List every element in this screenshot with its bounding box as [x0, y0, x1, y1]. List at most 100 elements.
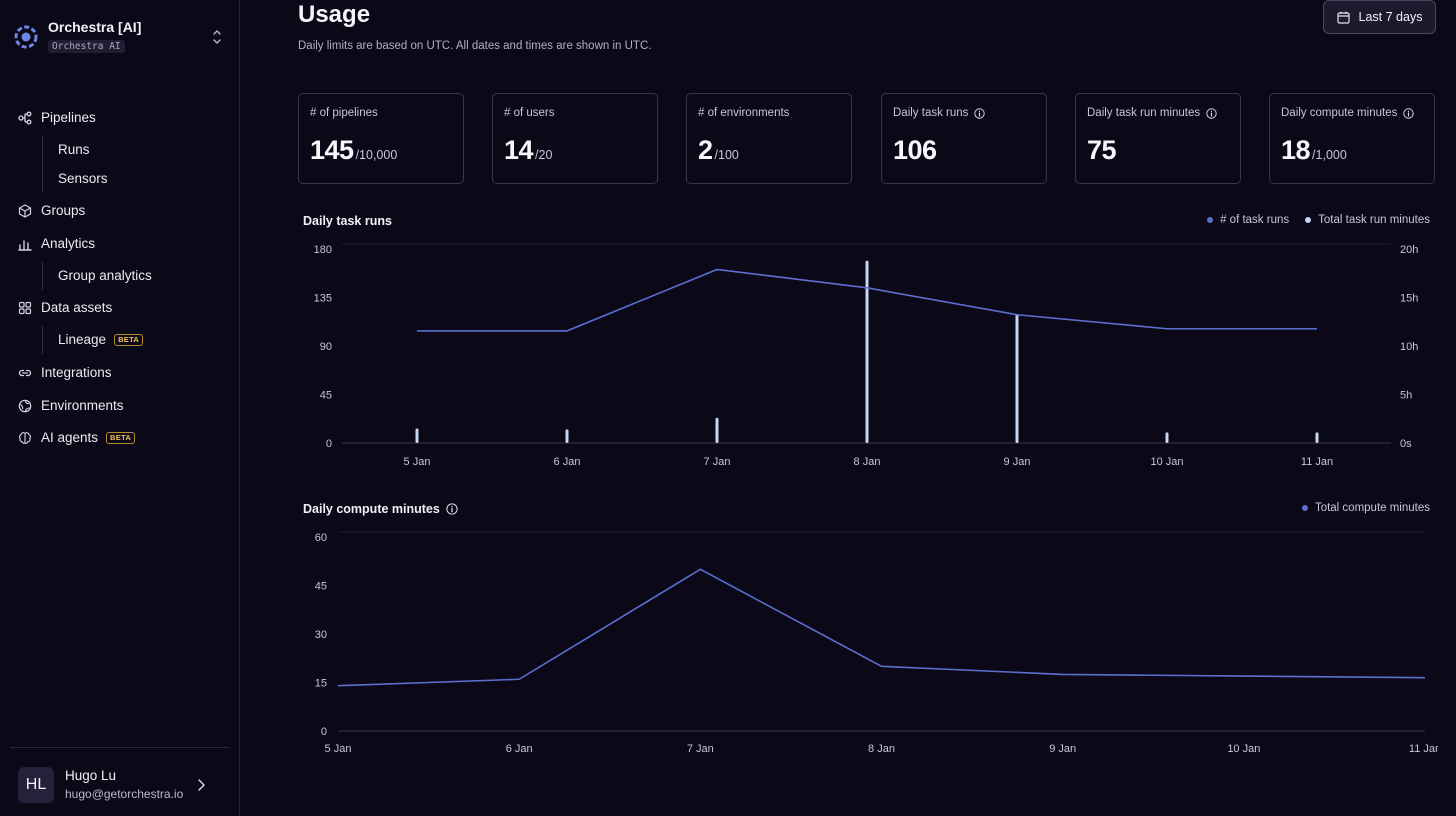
divider: [10, 747, 229, 748]
avatar: HL: [18, 767, 54, 803]
x-tick-label: 5 Jan: [404, 456, 431, 468]
stat-value: 14: [504, 135, 534, 165]
sidebar-item-lineage[interactable]: Lineage BETA: [58, 332, 144, 347]
sidebar-item-label: Lineage: [58, 332, 107, 347]
stat-label: # of users: [504, 107, 555, 119]
grid-icon: [18, 301, 32, 314]
beta-badge: BETA: [114, 333, 144, 346]
sidebar-item-analytics[interactable]: Analytics: [18, 236, 95, 251]
sidebar-item-label: Pipelines: [41, 110, 96, 125]
x-tick-label: 10 Jan: [1150, 456, 1183, 468]
info-icon[interactable]: [446, 503, 458, 515]
chart-legend-compute: Total compute minutes: [1286, 502, 1430, 514]
sidebar-item-sensors[interactable]: Sensors: [58, 171, 108, 186]
link-icon: [18, 369, 32, 376]
page-subtitle: Daily limits are based on UTC. All dates…: [298, 40, 652, 52]
date-range-button[interactable]: Last 7 days: [1323, 0, 1436, 34]
sidebar-item-label: Analytics: [41, 236, 96, 251]
y-tick-label-right: 15h: [1400, 293, 1418, 305]
task-runs-chart: 180 135 90 45 0 20h 15h 10h 5h 0s 5 Jan 6 Jan 7 Jan 8…: [314, 243, 1418, 468]
y-tick-label: 30: [315, 629, 327, 641]
legend-dot: [1207, 217, 1214, 223]
sidebar-item-pipelines[interactable]: Pipelines: [18, 110, 96, 125]
nav-subtree-line: [42, 262, 43, 290]
bar-task-run-minutes: [865, 260, 869, 443]
pipelines-icon: [18, 111, 32, 124]
stat-label: Daily task runs: [893, 107, 969, 119]
chevron-up-down-icon[interactable]: [210, 27, 224, 47]
sidebar-item-label: Groups: [41, 203, 86, 218]
y-tick-label: 60: [315, 532, 327, 544]
legend-label: # of task runs: [1220, 214, 1290, 226]
bar-task-run-minutes: [565, 429, 569, 443]
sidebar-item-integrations[interactable]: Integrations: [18, 365, 112, 380]
x-tick-label: 5 Jan: [325, 743, 352, 755]
sidebar-item-data-assets[interactable]: Data assets: [18, 300, 112, 315]
sidebar-item-group-analytics[interactable]: Group analytics: [58, 268, 152, 283]
sidebar-item-ai-agents[interactable]: AI agents BETA: [18, 430, 136, 445]
stat-label: # of environments: [698, 107, 790, 119]
legend-item[interactable]: Total task run minutes: [1305, 214, 1430, 226]
y-tick-label-right: 10h: [1400, 341, 1418, 353]
x-tick-label: 9 Jan: [1049, 743, 1076, 755]
stat-value: 75: [1087, 135, 1117, 165]
sidebar-item-groups[interactable]: Groups: [18, 203, 85, 218]
y-tick-label: 0: [321, 726, 327, 738]
stat-card-daily-task-run-minutes: Daily task run minutes 75: [1075, 93, 1241, 184]
sidebar-item-runs[interactable]: Runs: [58, 142, 90, 157]
stat-label: Daily compute minutes: [1281, 107, 1398, 119]
legend-dot: [1305, 217, 1312, 223]
legend-item[interactable]: Total compute minutes: [1301, 502, 1430, 514]
org-tag: Orchestra AI: [48, 40, 125, 53]
bar-task-run-minutes: [1315, 432, 1319, 443]
stat-limit: /1,000: [1312, 148, 1347, 162]
info-icon[interactable]: [1206, 107, 1217, 119]
bar-task-run-minutes: [415, 428, 419, 443]
stat-card-daily-compute-minutes: Daily compute minutes 18/1,000: [1269, 93, 1435, 184]
bar-chart-icon: [18, 239, 32, 251]
legend-dot: [1301, 505, 1308, 511]
bar-task-run-minutes: [1165, 432, 1169, 443]
legend-label: Total compute minutes: [1314, 502, 1430, 514]
date-range-label: Last 7 days: [1358, 10, 1423, 24]
user-menu[interactable]: HL Hugo Lu hugo@getorchestra.io: [18, 766, 224, 804]
brain-icon: [18, 431, 32, 444]
x-tick-label: 10 Jan: [1227, 743, 1260, 755]
x-tick-label: 7 Jan: [687, 743, 714, 755]
org-name: Orchestra [AI]: [48, 19, 142, 35]
y-tick-label: 15: [315, 678, 327, 690]
nav-subtree-line: [42, 326, 43, 354]
bar-task-run-minutes: [715, 417, 719, 443]
org-switcher[interactable]: Orchestra [AI] Orchestra AI: [14, 18, 228, 58]
y-tick-label-left: 45: [320, 390, 332, 402]
sidebar-item-environments[interactable]: Environments: [18, 398, 124, 413]
x-tick-label: 11 Jan: [1409, 743, 1438, 755]
user-email: hugo@getorchestra.io: [65, 787, 184, 801]
x-tick-label: 6 Jan: [554, 456, 581, 468]
stat-limit: /20: [535, 148, 553, 162]
line-compute-minutes: [337, 568, 1426, 687]
page-title: Usage: [298, 1, 371, 28]
legend-item[interactable]: # of task runs: [1207, 214, 1289, 226]
stat-label: # of pipelines: [310, 107, 378, 119]
y-tick-label-right: 0s: [1400, 438, 1412, 450]
x-tick-label: 8 Jan: [868, 743, 895, 755]
y-tick-label-right: 5h: [1400, 390, 1412, 402]
x-tick-label: 6 Jan: [506, 743, 533, 755]
calendar-icon: [1336, 11, 1350, 24]
sidebar-item-label: Environments: [41, 398, 124, 413]
stat-value: 2: [698, 135, 713, 165]
x-tick-label: 8 Jan: [854, 456, 881, 468]
info-icon[interactable]: [974, 107, 986, 119]
cube-icon: [18, 203, 32, 218]
stat-value: 18: [1281, 135, 1311, 165]
x-tick-label: 7 Jan: [704, 456, 731, 468]
stat-card-pipelines: # of pipelines 145/10,000: [298, 93, 464, 184]
globe-icon: [18, 399, 32, 412]
bar-task-run-minutes: [1015, 313, 1019, 443]
y-tick-label-left: 180: [314, 244, 332, 256]
line-task-runs: [417, 268, 1317, 332]
info-icon[interactable]: [1403, 107, 1415, 119]
stat-value: 106: [893, 135, 937, 165]
x-tick-label: 9 Jan: [1004, 456, 1031, 468]
